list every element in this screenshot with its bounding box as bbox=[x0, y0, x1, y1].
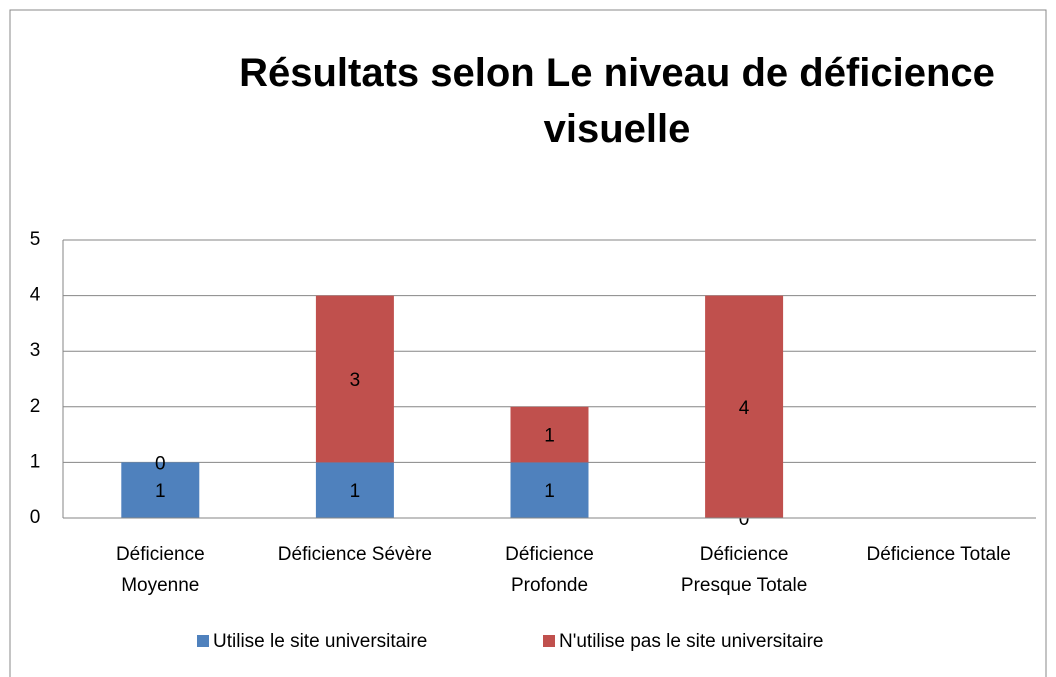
bar-segment bbox=[121, 462, 200, 518]
x-tick-label: Déficience Sévère bbox=[278, 544, 432, 565]
legend-swatch bbox=[197, 635, 209, 647]
data-label: 1 bbox=[155, 481, 166, 502]
y-tick-label: 2 bbox=[30, 396, 41, 417]
y-tick-label: 0 bbox=[30, 507, 41, 528]
chart-frame bbox=[9, 9, 1047, 677]
data-label: 1 bbox=[544, 481, 555, 502]
bar-segment bbox=[315, 462, 394, 518]
x-tick-label: Déficience Profonde bbox=[505, 544, 594, 596]
data-label: 1 bbox=[544, 426, 555, 447]
bar-segment bbox=[315, 295, 394, 463]
legend-label: N'utilise pas le site universitaire bbox=[559, 631, 823, 652]
data-label: 3 bbox=[350, 370, 361, 391]
y-tick-label: 4 bbox=[30, 285, 41, 306]
x-tick-label: Déficience Presque Totale bbox=[681, 544, 807, 596]
bar-segment bbox=[510, 462, 589, 518]
bar-segment bbox=[510, 406, 589, 463]
data-label: 0 bbox=[739, 509, 750, 530]
legend-label: Utilise le site universitaire bbox=[213, 631, 427, 652]
chart-title: Résultats selon Le niveau de déficience v… bbox=[239, 51, 995, 151]
x-tick-label: Déficience Moyenne bbox=[116, 544, 205, 596]
legend-swatch bbox=[543, 635, 555, 647]
y-tick-label: 5 bbox=[30, 229, 41, 250]
data-label: 4 bbox=[739, 398, 750, 419]
y-tick-label: 1 bbox=[30, 451, 41, 472]
x-tick-label: Déficience Totale bbox=[867, 544, 1011, 565]
data-label: 0 bbox=[155, 453, 166, 474]
bar-segment bbox=[705, 295, 784, 518]
y-tick-label: 3 bbox=[30, 340, 41, 361]
data-label: 1 bbox=[350, 481, 361, 502]
